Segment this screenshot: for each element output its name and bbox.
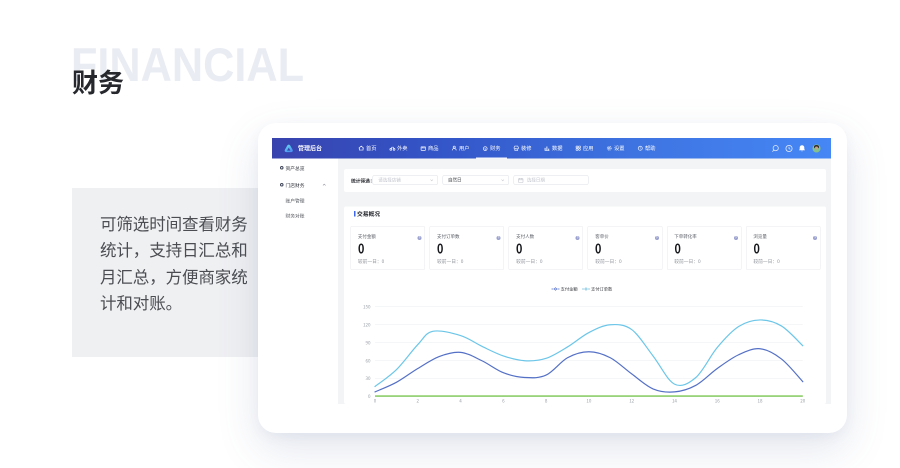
svg-text:0: 0 — [374, 399, 377, 405]
svg-text:20: 20 — [800, 399, 805, 405]
svg-text:150: 150 — [363, 304, 371, 310]
svg-text:8: 8 — [545, 399, 548, 405]
svg-text:12: 12 — [629, 399, 634, 405]
svg-text:90: 90 — [366, 340, 371, 346]
svg-text:?: ? — [639, 146, 641, 150]
svg-text:18: 18 — [758, 399, 763, 405]
svg-text:30: 30 — [366, 376, 371, 382]
svg-text:2: 2 — [417, 399, 420, 405]
svg-text:14: 14 — [672, 399, 677, 405]
svg-text:10: 10 — [586, 399, 591, 405]
svg-text:0: 0 — [368, 394, 371, 400]
svg-text:16: 16 — [715, 399, 720, 405]
svg-text:4: 4 — [459, 399, 462, 405]
svg-text:120: 120 — [363, 322, 371, 328]
svg-text:6: 6 — [502, 399, 505, 405]
svg-text:60: 60 — [366, 358, 371, 364]
